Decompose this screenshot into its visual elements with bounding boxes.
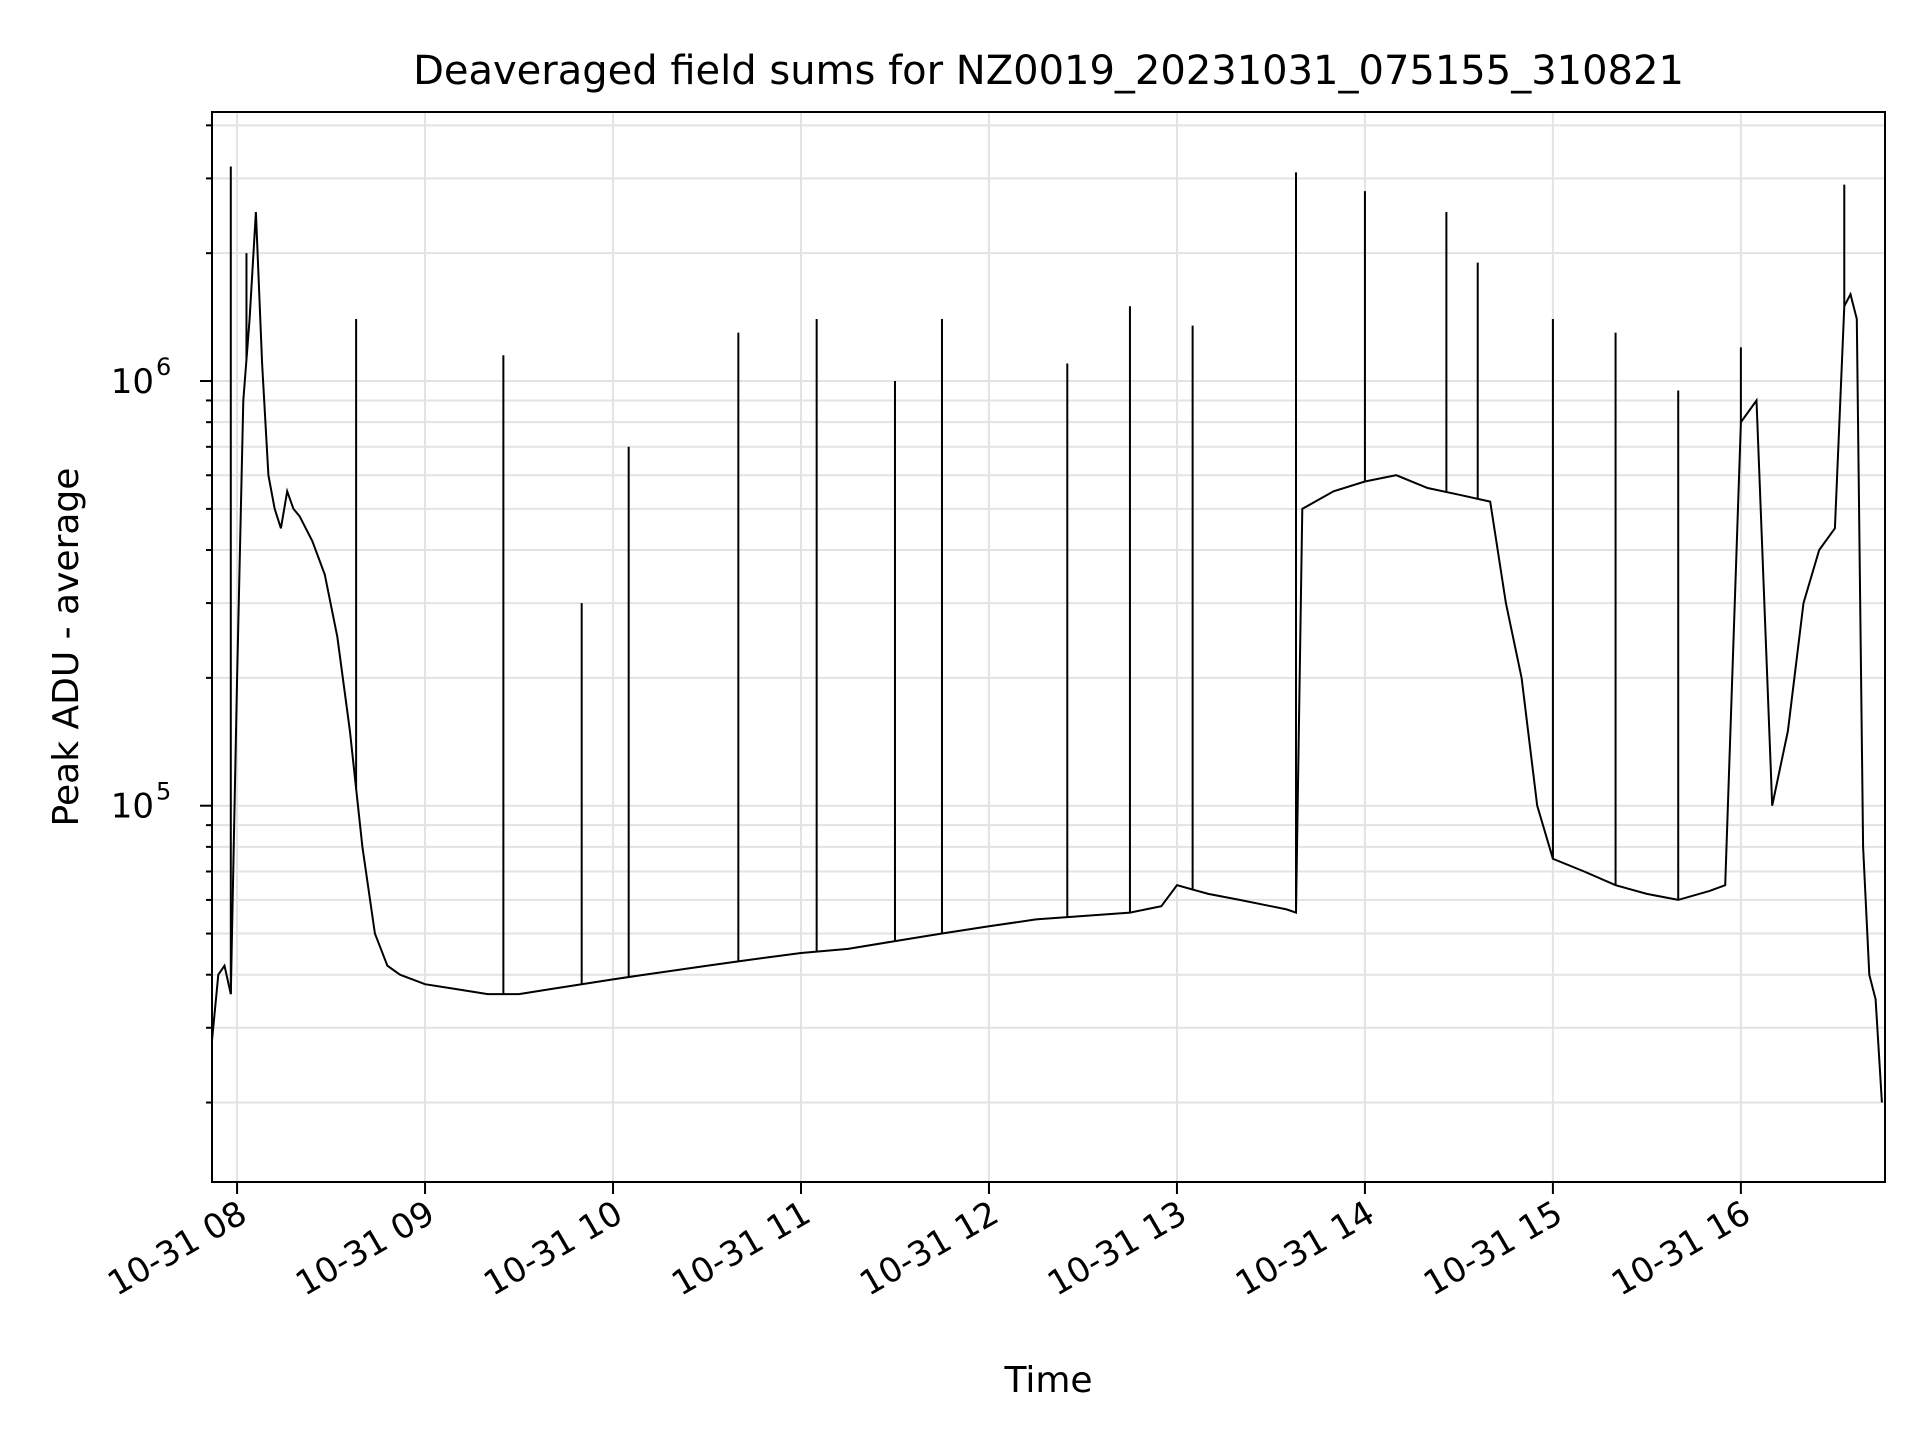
x-tick-label: 10-31 09	[289, 1193, 441, 1304]
axes: 10-31 08 10-31 09 10-31 10 10-31 11 10-31 12…	[101, 124, 1757, 1304]
plot-frame	[211, 111, 1886, 1183]
y-tick-label: 10	[111, 787, 154, 827]
x-tick-label: 10-31 08	[101, 1193, 253, 1304]
y-tick-exponent: 5	[156, 778, 171, 806]
x-tick-label: 10-31 15	[1417, 1193, 1569, 1304]
y-tick-exponent: 6	[156, 353, 171, 381]
x-tick-label: 10-31 11	[665, 1193, 817, 1304]
y-axis-label: Peak ADU - average	[46, 468, 87, 827]
data-series-line	[211, 211, 1883, 1103]
x-axis-label: Time	[1003, 1360, 1092, 1401]
chart-title: Deaveraged field sums for NZ0019_2023103…	[413, 48, 1684, 94]
x-tick-label: 10-31 13	[1041, 1193, 1193, 1304]
x-tick-label: 10-31 14	[1229, 1193, 1381, 1304]
plot-data	[211, 166, 1883, 1103]
x-tick-label: 10-31 16	[1605, 1193, 1757, 1304]
grid	[212, 112, 1885, 1182]
x-tick-label: 10-31 10	[477, 1193, 629, 1304]
y-tick-label: 10	[111, 362, 154, 402]
x-tick-label: 10-31 12	[853, 1193, 1005, 1304]
